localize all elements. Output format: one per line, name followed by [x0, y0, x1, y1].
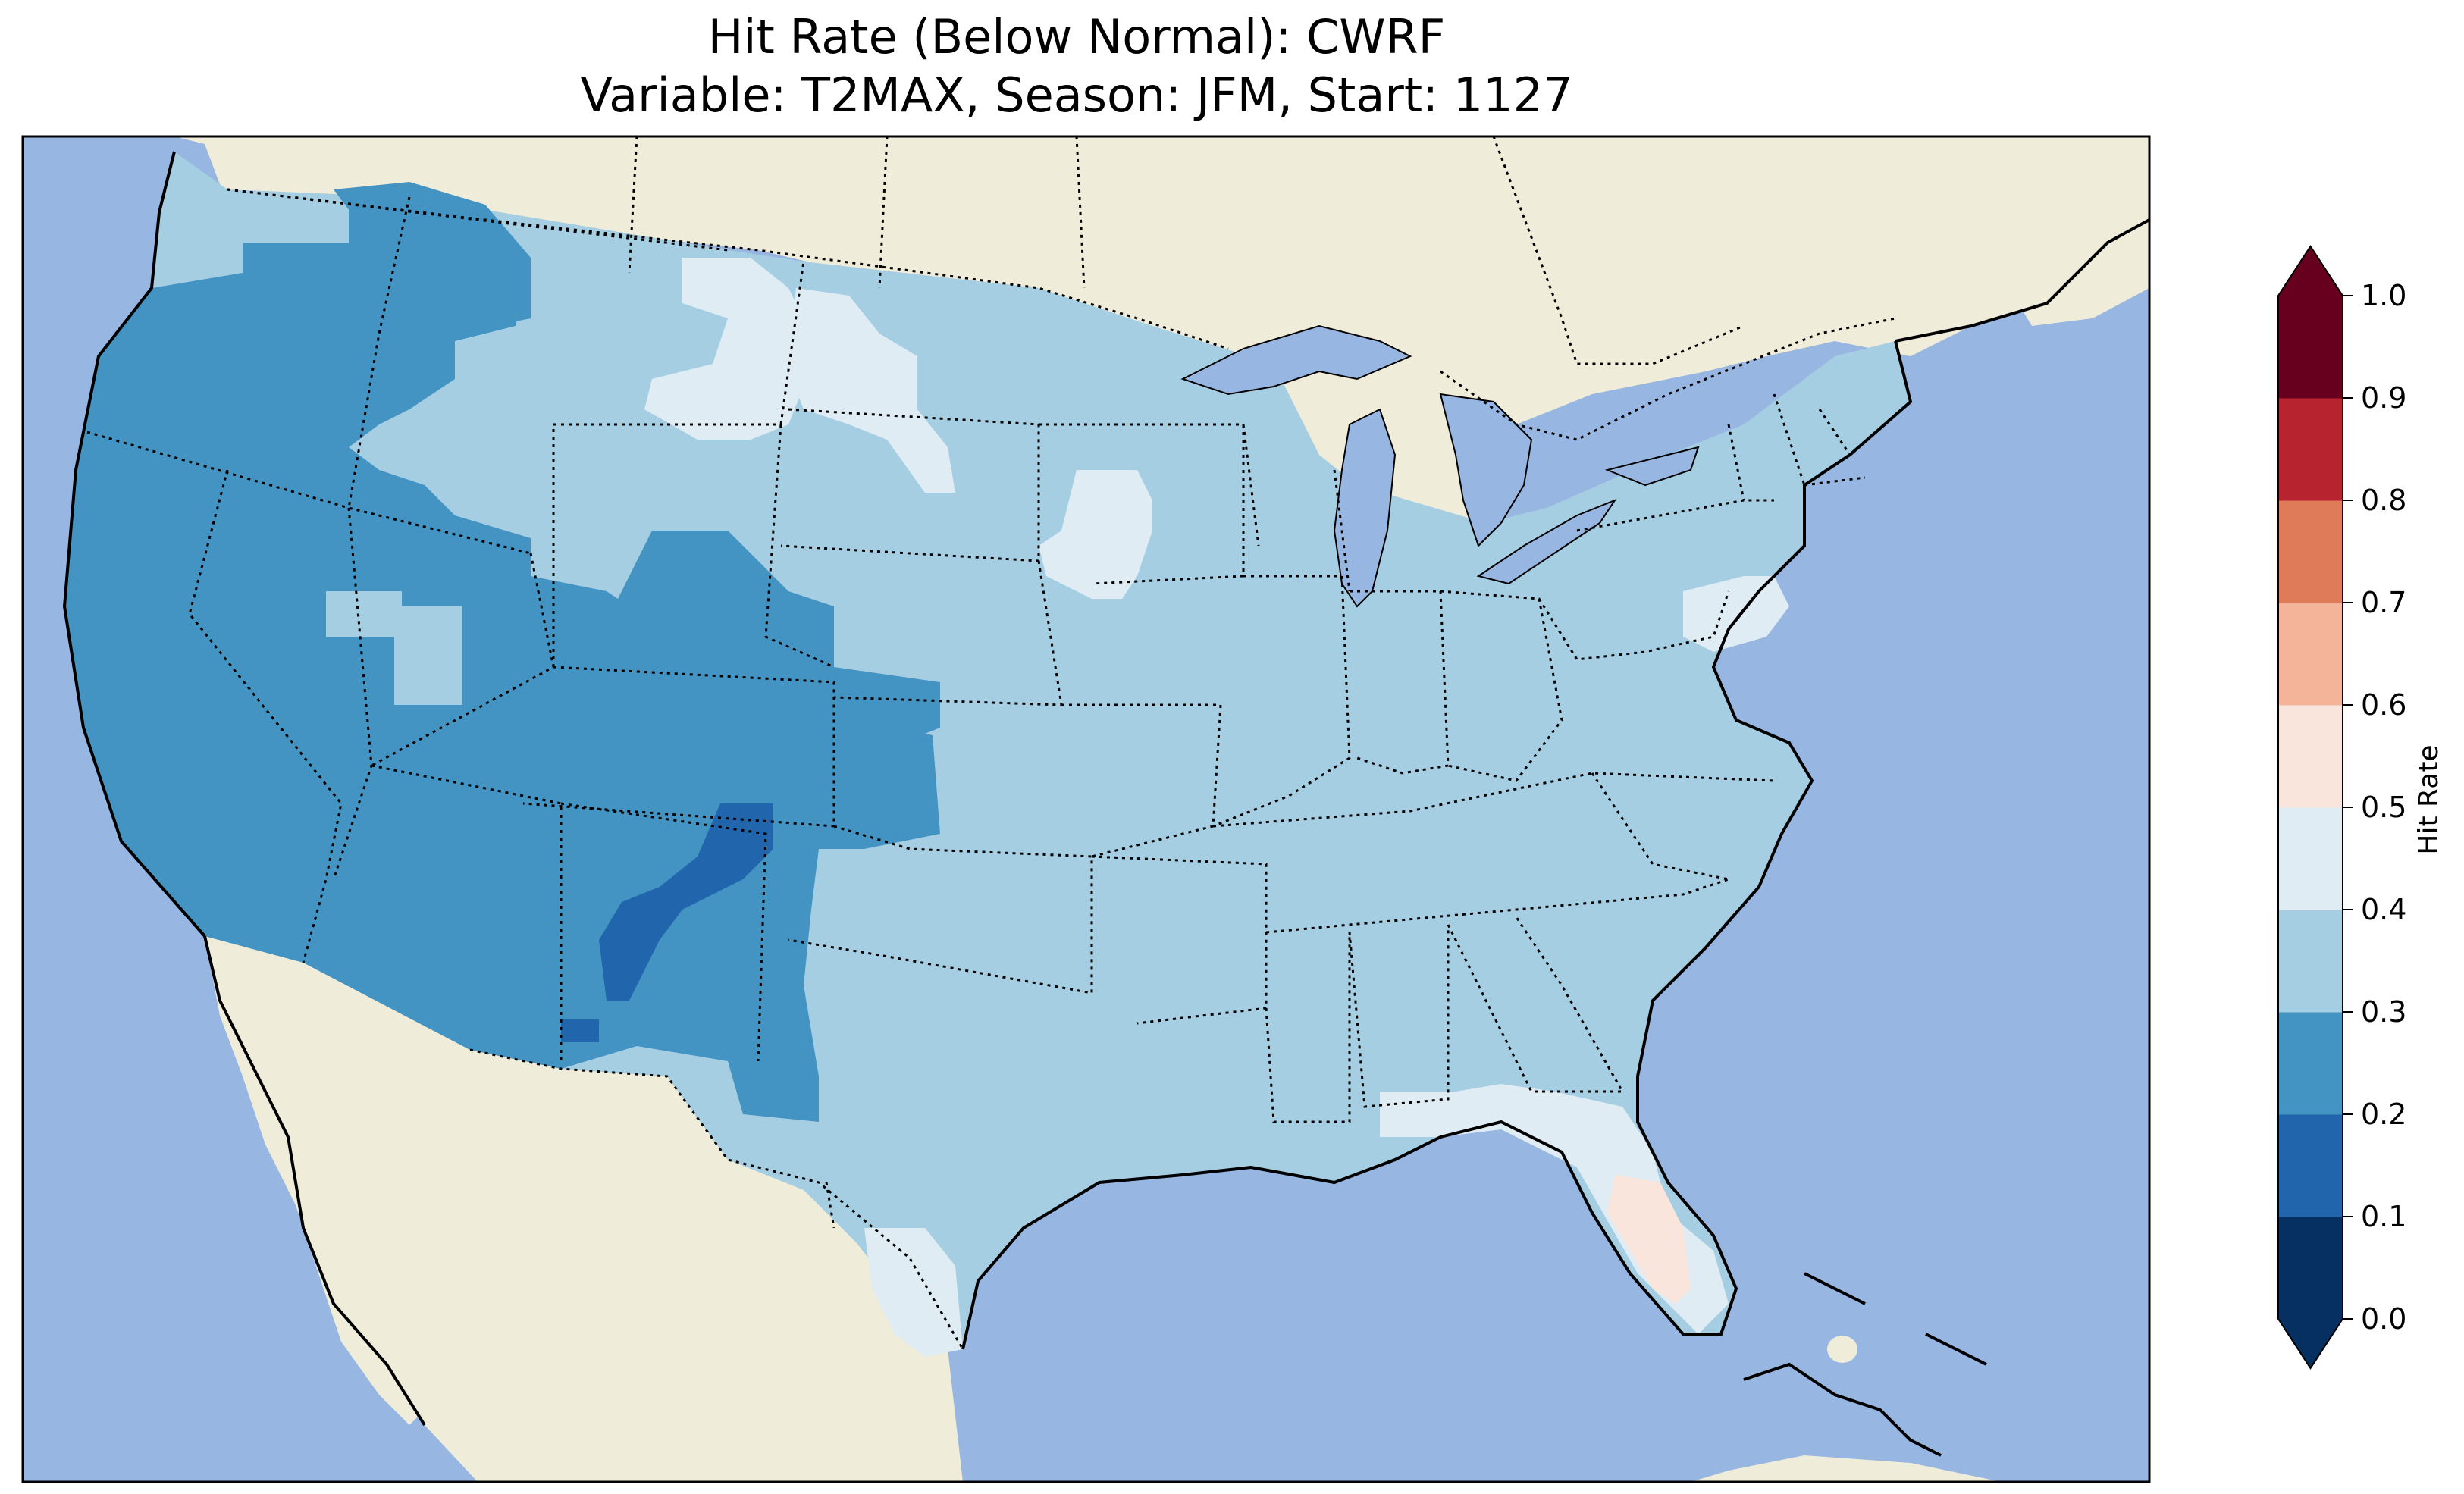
arizona-small-patch-0.3: [394, 606, 462, 705]
utah-small-patch-0.4: [326, 591, 402, 637]
colorbar-bin-0.1-0.2: [2278, 1114, 2343, 1217]
colorbar-tick-label: 0.0: [2361, 1302, 2406, 1336]
colorbar-over-extend: [2278, 246, 2343, 296]
idaho-montana-region-0.2: [334, 182, 531, 334]
iowa-minnesota-patch-0.4: [1039, 470, 1152, 599]
lake-superior: [1180, 324, 1412, 396]
lake-ontario: [1604, 446, 1700, 487]
coastlines: [62, 151, 2149, 1457]
country-borders: [227, 136, 1896, 1350]
north-florida-patch-0.4: [1380, 1084, 1729, 1334]
chart-title-line1: Hit Rate (Below Normal): CWRF: [707, 9, 1446, 64]
colorbar-bin-0.6-0.7: [2278, 603, 2343, 706]
lake-erie: [1476, 498, 1617, 585]
cuba-land: [1691, 1455, 2002, 1482]
state-borders: [86, 188, 1866, 1229]
baja-california-land: [205, 936, 425, 1425]
colorbar-tick-label: 1.0: [2361, 279, 2406, 312]
colorado-region-0.2: [576, 531, 940, 803]
colorbar-tick-label: 0.6: [2361, 688, 2406, 722]
colorbar-label: Hit Rate: [2413, 744, 2444, 854]
colorbar-tick-label: 0.7: [2361, 586, 2406, 619]
colorbar-bin-0.3-0.4: [2278, 910, 2343, 1013]
chart-title-line2: Variable: T2MAX, Season: JFM, Start: 112…: [580, 67, 1573, 123]
colorbar-tick-label: 0.1: [2361, 1200, 2406, 1233]
colorbar-tick-label: 0.4: [2361, 893, 2406, 926]
dakotas-patch-0.4: [788, 288, 955, 493]
colorbar-bin-0.9-1: [2278, 296, 2343, 399]
colorbar-bin-0.8-0.9: [2278, 398, 2343, 501]
colorbar-bin-0.2-0.3: [2278, 1012, 2343, 1115]
new-mexico-region-0.1: [599, 803, 773, 1001]
south-texas-patch-0.4: [864, 1228, 963, 1357]
colorbar-under-extend: [2278, 1319, 2343, 1368]
colorbar-tick-label: 0.3: [2361, 995, 2406, 1029]
pennsylvania-maryland-patch-0.4: [1683, 576, 1789, 652]
colorbar-bin-0.4-0.5: [2278, 807, 2343, 910]
colorbar-ticks: 0.0 0.1 0.2 0.3 0.4 0.5 0.6 0.7 0.8 0.9 1.0: [2343, 279, 2406, 1336]
map-frame: [21, 135, 2151, 1483]
colorbar-bin-0-0.1: [2278, 1217, 2343, 1320]
colorbar-tick-label: 0.5: [2361, 791, 2406, 824]
colorbar-bin-0.7-0.8: [2278, 500, 2343, 603]
colorbar-bins: [2277, 245, 2343, 1370]
new-mexico-small-patch-0.1: [561, 1019, 599, 1042]
colorbar-tick-label: 0.9: [2361, 381, 2406, 415]
colorbar-bin-0.5-0.6: [2278, 705, 2343, 808]
colorbar-tick-label: 0.8: [2361, 484, 2406, 517]
montana-patch-0.4: [644, 258, 819, 440]
south-florida-patch-0.5: [1607, 1175, 1691, 1304]
canada-land: [174, 136, 2149, 622]
bahamas-island: [1827, 1336, 1857, 1363]
colorbar-tick-label: 0.2: [2361, 1098, 2406, 1131]
lake-huron: [1439, 393, 1533, 547]
